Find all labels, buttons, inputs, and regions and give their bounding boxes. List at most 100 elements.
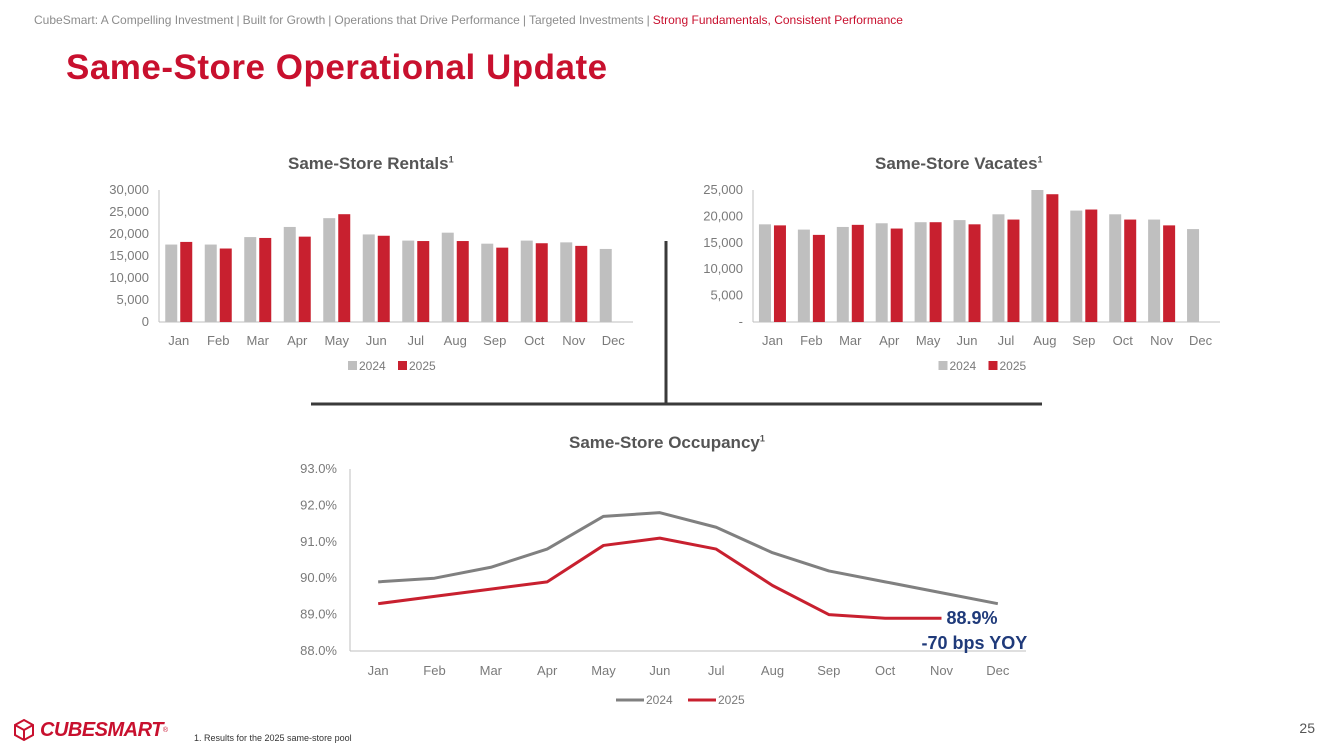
occupancy-chart-title: Same-Store Occupancy1 [569, 433, 765, 453]
vacates-bar-2025-sep [1085, 209, 1098, 322]
vacates-bar-2025-apr [890, 228, 903, 322]
rentals-legend-label: 2025 [409, 359, 436, 373]
rentals-bar-2025-oct [535, 243, 548, 322]
footnote: 1. Results for the 2025 same-store pool [194, 733, 352, 743]
vacates-x-tick-label: Nov [1150, 333, 1174, 348]
rentals-bar-2024-jan [165, 244, 178, 322]
occupancy-y-tick-label: 89.0% [300, 607, 337, 622]
rentals-bar-2025-mar [259, 237, 272, 322]
rentals-bar-2024-aug [441, 232, 454, 322]
rentals-y-tick-label: 30,000 [109, 182, 149, 197]
breadcrumb-separator: | [328, 13, 332, 27]
vacates-legend-swatch-2025 [988, 361, 998, 370]
vacates-bar-2025-oct [1124, 219, 1137, 322]
rentals-bar-2024-feb [204, 244, 217, 322]
breadcrumb-item-active[interactable]: Strong Fundamentals, Consistent Performa… [652, 13, 903, 27]
rentals-bar-2025-sep [496, 247, 509, 322]
vacates-bar-2025-may [929, 222, 942, 322]
vacates-chart: - 5,000 10,000 15,000 20,000 25,000 Jan Feb Mar A… [703, 182, 1220, 373]
page-title: Same-Store Operational Update [66, 48, 608, 87]
occupancy-line-2024 [378, 511, 999, 606]
rentals-x-tick-label: Jan [168, 333, 189, 348]
vacates-bar-2024-apr [875, 223, 888, 322]
occupancy-legend-label: 2025 [718, 693, 745, 707]
rentals-bar-2025-jul [417, 241, 430, 322]
vacates-x-tick-label: Jul [998, 333, 1015, 348]
occupancy-x-tick-label: Sep [817, 663, 840, 678]
vacates-bar-2024-sep [1070, 210, 1083, 322]
vacates-y-tick-label: 5,000 [710, 288, 743, 303]
vacates-bar-2025-jul [1007, 219, 1020, 322]
rentals-bar-2024-mar [244, 237, 257, 322]
occupancy-legend-label: 2024 [646, 693, 673, 707]
vacates-y-tick-label: 20,000 [703, 208, 743, 223]
rentals-y-tick-label: 0 [142, 314, 149, 329]
vacates-x-tick-label: Sep [1072, 333, 1095, 348]
rentals-bar-2024-jun [362, 234, 375, 322]
vacates-bar-2024-dec [1187, 229, 1200, 322]
vacates-x-tick-label: Dec [1189, 333, 1213, 348]
rentals-x-tick-label: Feb [207, 333, 229, 348]
vacates-bar-2025-feb [812, 234, 825, 322]
occupancy-y-tick-label: 90.0% [300, 570, 337, 585]
breadcrumb-separator: | [522, 13, 526, 27]
vacates-bar-2025-mar [851, 224, 864, 322]
rentals-legend-label: 2024 [359, 359, 386, 373]
vacates-bar-2025-aug [1046, 194, 1059, 322]
rentals-bar-2025-apr [298, 236, 311, 322]
rentals-bar-2024-sep [481, 243, 494, 322]
vacates-bar-2024-may [914, 222, 927, 322]
occupancy-line-2025 [377, 536, 942, 620]
rentals-title-superscript: 1 [448, 154, 454, 165]
rentals-x-tick-label: Sep [483, 333, 506, 348]
vacates-x-tick-label: Oct [1113, 333, 1134, 348]
breadcrumb-separator: | [646, 13, 650, 27]
rentals-legend-swatch-2024 [348, 361, 357, 370]
rentals-x-tick-label: Nov [562, 333, 586, 348]
occupancy-x-tick-label: May [591, 663, 616, 678]
vacates-legend-label: 2024 [950, 359, 977, 373]
vacates-bar-2024-oct [1109, 214, 1122, 322]
rentals-bar-2024-oct [520, 240, 533, 322]
rentals-bar-2024-nov [560, 242, 573, 322]
rentals-bar-2025-may [338, 214, 351, 322]
rentals-bar-2024-may [323, 218, 336, 322]
rentals-y-tick-label: 5,000 [116, 292, 149, 307]
occupancy-y-tick-label: 91.0% [300, 534, 337, 549]
vacates-title-text: Same-Store Vacates [875, 154, 1038, 173]
occupancy-x-tick-label: Dec [986, 663, 1010, 678]
rentals-x-tick-label: Mar [247, 333, 270, 348]
breadcrumb-item[interactable]: Operations that Drive Performance [334, 13, 520, 27]
vacates-bar-2024-feb [797, 229, 810, 322]
vacates-chart-title: Same-Store Vacates1 [875, 154, 1043, 174]
vacates-y-tick-label: 15,000 [703, 235, 743, 250]
vacates-bar-2024-aug [1031, 190, 1044, 322]
occupancy-x-tick-label: Feb [423, 663, 445, 678]
breadcrumb-item[interactable]: Targeted Investments [528, 13, 644, 27]
vacates-x-tick-label: Apr [879, 333, 900, 348]
vacates-legend-label: 2025 [1000, 359, 1027, 373]
breadcrumb-item[interactable]: Built for Growth [242, 13, 326, 27]
cubesmart-logo: CUBESMART ® [12, 718, 168, 742]
occupancy-y-tick-label: 93.0% [300, 461, 337, 476]
rentals-x-tick-label: Jun [366, 333, 387, 348]
rentals-x-tick-label: Dec [602, 333, 626, 348]
vacates-y-tick-label: 10,000 [703, 261, 743, 276]
rentals-y-tick-label: 20,000 [109, 226, 149, 241]
vacates-legend-swatch-2024 [938, 361, 948, 370]
rentals-x-tick-label: Apr [287, 333, 308, 348]
breadcrumb: CubeSmart: A Compelling Investment | Built… [34, 13, 903, 27]
occupancy-chart: 88.0% 89.0% 90.0% 91.0% 92.0% 93.0% Jan Feb Mar A… [300, 461, 1027, 707]
breadcrumb-item[interactable]: CubeSmart: A Compelling Investment [34, 13, 234, 27]
rentals-bar-2024-jul [402, 240, 415, 322]
page-number: 25 [1299, 720, 1315, 736]
occupancy-y-tick-label: 88.0% [300, 643, 337, 658]
rentals-bar-2025-nov [575, 245, 588, 322]
vacates-bar-2024-jan [758, 224, 771, 322]
occupancy-x-tick-label: Jul [708, 663, 725, 678]
occupancy-x-tick-label: Jan [368, 663, 389, 678]
vacates-x-tick-label: Mar [839, 333, 862, 348]
vacates-bar-2025-jun [968, 224, 981, 322]
rentals-y-tick-label: 15,000 [109, 248, 149, 263]
